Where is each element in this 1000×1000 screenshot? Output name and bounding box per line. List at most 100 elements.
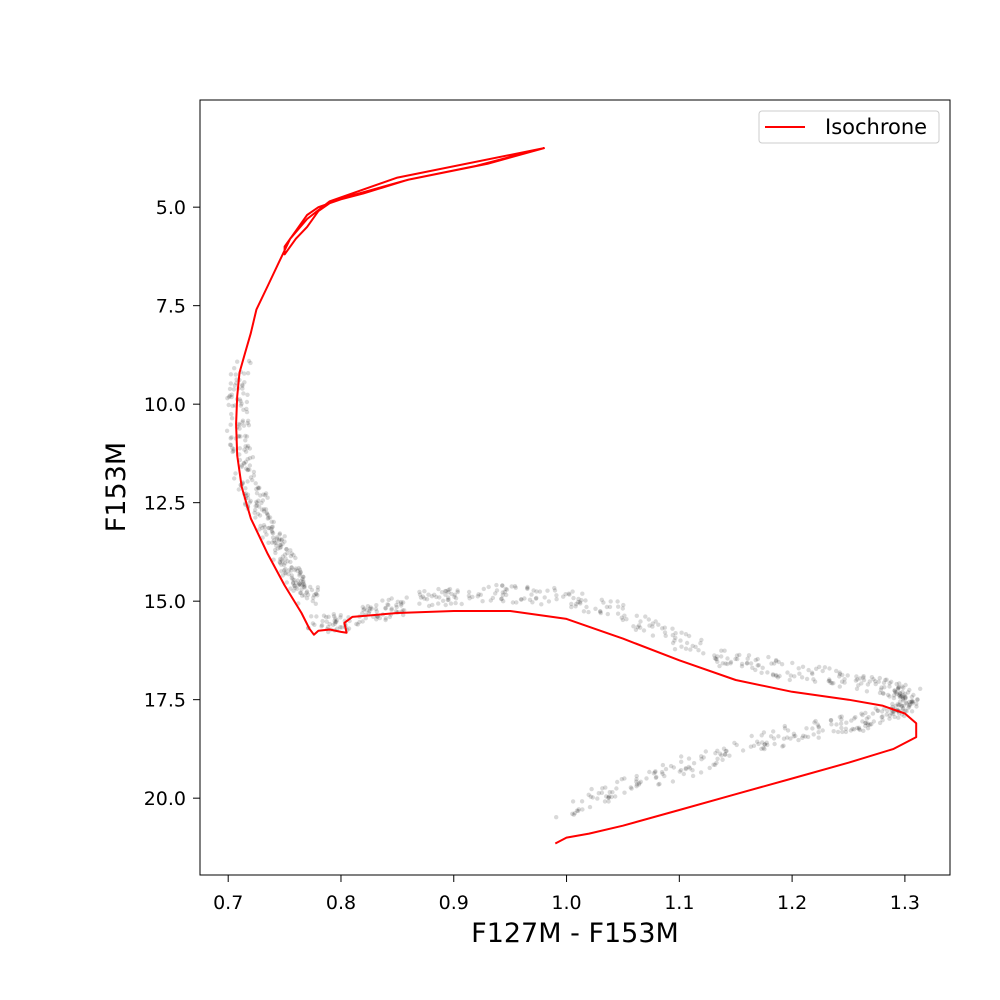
scatter-point — [855, 725, 860, 731]
scatter-point — [865, 721, 870, 726]
scatter-point — [243, 486, 248, 491]
scatter-point — [870, 711, 876, 716]
scatter-point — [734, 653, 740, 658]
scatter-point — [251, 469, 257, 475]
scatter-point — [239, 464, 244, 469]
scatter-point — [607, 604, 613, 610]
scatter-point — [835, 729, 841, 735]
scatter-point — [334, 619, 339, 625]
scatter-point — [894, 690, 899, 695]
scatter-point — [715, 654, 720, 659]
scatter-point — [253, 503, 258, 509]
scatter-point — [455, 588, 460, 593]
scatter-point — [860, 719, 865, 724]
scatter-point — [620, 617, 626, 623]
series-layer — [235, 147, 918, 845]
scatter-point — [684, 640, 690, 646]
scatter-point — [837, 670, 842, 675]
scatter-point — [865, 726, 871, 731]
scatter-point — [277, 537, 282, 542]
scatter-point — [251, 473, 257, 478]
scatter-point — [300, 576, 305, 581]
scatter-point — [310, 621, 316, 626]
scatter-point — [749, 733, 754, 739]
scatter-point — [840, 729, 845, 735]
scatter-point — [248, 360, 253, 366]
scatter-point — [281, 562, 287, 568]
scatter-point — [723, 748, 728, 754]
scatter-point — [300, 574, 306, 579]
scatter-point — [326, 629, 331, 635]
scatter-point — [812, 679, 818, 684]
scatter-point — [315, 585, 321, 590]
scatter-point — [852, 716, 857, 721]
scatter-point — [634, 777, 639, 782]
scatter-point — [622, 790, 627, 795]
scatter-point — [339, 625, 344, 630]
scatter-point — [816, 735, 821, 740]
scatter-point — [250, 455, 256, 460]
scatter-points — [224, 358, 923, 820]
scatter-point — [261, 507, 267, 512]
scatter-point — [266, 525, 271, 531]
scatter-point — [260, 535, 265, 540]
scatter-point — [443, 588, 448, 594]
scatter-point — [864, 689, 870, 694]
scatter-point — [668, 763, 674, 769]
scatter-point — [651, 771, 656, 776]
scatter-point — [364, 608, 369, 613]
scatter-point — [653, 769, 658, 774]
scatter-point — [652, 770, 658, 775]
scatter-point — [728, 659, 734, 665]
scatter-point — [805, 734, 811, 740]
scatter-point — [436, 586, 441, 592]
scatter-point — [734, 742, 739, 748]
scatter-point — [274, 543, 279, 548]
scatter-point — [288, 559, 293, 565]
scatter-point — [292, 583, 297, 588]
scatter-point — [325, 624, 331, 630]
scatter-point — [659, 769, 665, 775]
scatter-point — [723, 661, 728, 666]
scatter-point — [500, 590, 505, 595]
scatter-point — [820, 668, 825, 674]
scatter-point — [266, 515, 271, 520]
scatter-point — [899, 694, 904, 699]
scatter-point — [820, 728, 825, 733]
scatter-point — [247, 446, 253, 451]
scatter-point — [596, 791, 601, 796]
scatter-point — [455, 589, 460, 595]
scatter-point — [301, 574, 306, 580]
scatter-point — [228, 381, 233, 386]
scatter-point — [237, 397, 243, 402]
scatter-point — [905, 690, 911, 695]
scatter-point — [386, 597, 391, 603]
scatter-point — [355, 622, 360, 627]
legend-entry-isochrone: Isochrone — [825, 115, 927, 139]
scatter-point — [897, 695, 903, 700]
scatter-point — [542, 595, 547, 600]
scatter-point — [241, 460, 246, 466]
scatter-point — [907, 699, 912, 705]
scatter-point — [480, 599, 485, 604]
scatter-point — [527, 597, 533, 602]
scatter-point — [804, 676, 810, 682]
x-axis-ticks: 0.7 0.8 0.9 1.0 1.1 1.2 1.3 — [213, 875, 920, 914]
scatter-point — [282, 552, 288, 557]
y-tick-label: 10.0 — [144, 394, 186, 416]
scatter-point — [687, 766, 693, 771]
scatter-point — [772, 661, 777, 666]
scatter-point — [844, 720, 849, 725]
scatter-point — [889, 711, 894, 716]
scatter-point — [877, 690, 883, 696]
scatter-point — [772, 741, 777, 747]
scatter-point — [590, 795, 595, 800]
scatter-point — [707, 765, 712, 771]
scatter-point — [770, 673, 776, 678]
scatter-point — [893, 689, 898, 695]
scatter-point — [561, 594, 566, 599]
scatter-point — [861, 728, 866, 733]
scatter-point — [311, 595, 316, 600]
scatter-point — [554, 593, 559, 598]
scatter-point — [907, 702, 912, 708]
